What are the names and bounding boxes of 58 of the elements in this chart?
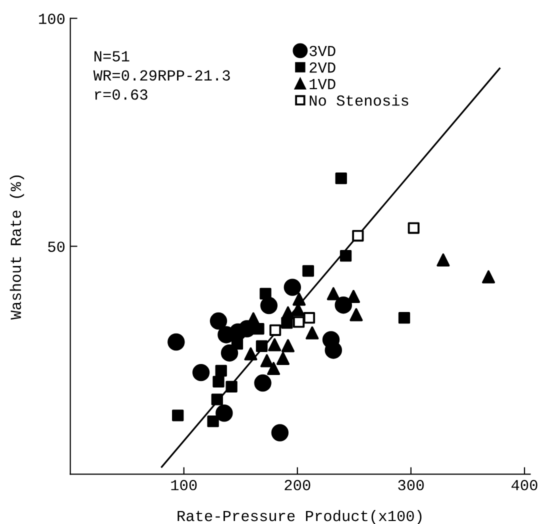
- point: [256, 340, 268, 352]
- point: [192, 364, 210, 382]
- point: [268, 338, 282, 352]
- point: [352, 230, 364, 242]
- point: [215, 364, 227, 377]
- point: [326, 287, 340, 300]
- point: [260, 354, 274, 368]
- annotation: r=0.63: [95, 89, 148, 100]
- x-tick-label: 200: [284, 480, 310, 490]
- point: [284, 278, 302, 296]
- x-tick-label: 400: [512, 480, 538, 490]
- point: [350, 308, 363, 322]
- point: [346, 290, 360, 303]
- point: [324, 342, 342, 359]
- point: [335, 172, 347, 184]
- point: [226, 380, 238, 393]
- x-tick-label: 300: [398, 480, 424, 490]
- point: [408, 222, 420, 234]
- x-tick-label: 100: [171, 480, 197, 490]
- point: [271, 424, 289, 442]
- annotation: N=51: [94, 51, 130, 62]
- point: [281, 339, 295, 352]
- point: [168, 333, 185, 351]
- point: [212, 376, 224, 388]
- point: [303, 312, 316, 324]
- point: [398, 312, 410, 324]
- legend-label: 1VD: [310, 79, 336, 90]
- point: [207, 416, 219, 428]
- point: [306, 326, 319, 340]
- point: [302, 265, 314, 277]
- point: [292, 292, 306, 306]
- point: [244, 347, 258, 360]
- point: [334, 296, 352, 314]
- legend-label: 2VD: [310, 62, 336, 73]
- point: [292, 316, 305, 328]
- point: [482, 270, 496, 284]
- y-axis-title: Washout Rate (%): [10, 176, 24, 320]
- point: [211, 394, 223, 406]
- point: [436, 253, 450, 266]
- point: [269, 324, 282, 336]
- legend-label: 3VD: [310, 46, 336, 56]
- point: [231, 338, 244, 350]
- point: [260, 296, 278, 314]
- point: [281, 306, 295, 320]
- y-tick-label: 50: [48, 242, 65, 252]
- legend-label: No Stenosis: [310, 94, 408, 106]
- point: [220, 344, 238, 362]
- point: [172, 410, 184, 422]
- annotation: WR=0.29RPP-21.3: [93, 70, 230, 81]
- x-axis-title: Rate-Pressure Product(x100): [178, 510, 422, 524]
- point: [254, 374, 272, 392]
- point: [252, 322, 264, 335]
- point: [260, 288, 272, 300]
- point: [267, 362, 280, 375]
- point: [210, 312, 228, 330]
- point: [340, 250, 352, 262]
- point: [276, 352, 290, 365]
- point: [216, 404, 233, 422]
